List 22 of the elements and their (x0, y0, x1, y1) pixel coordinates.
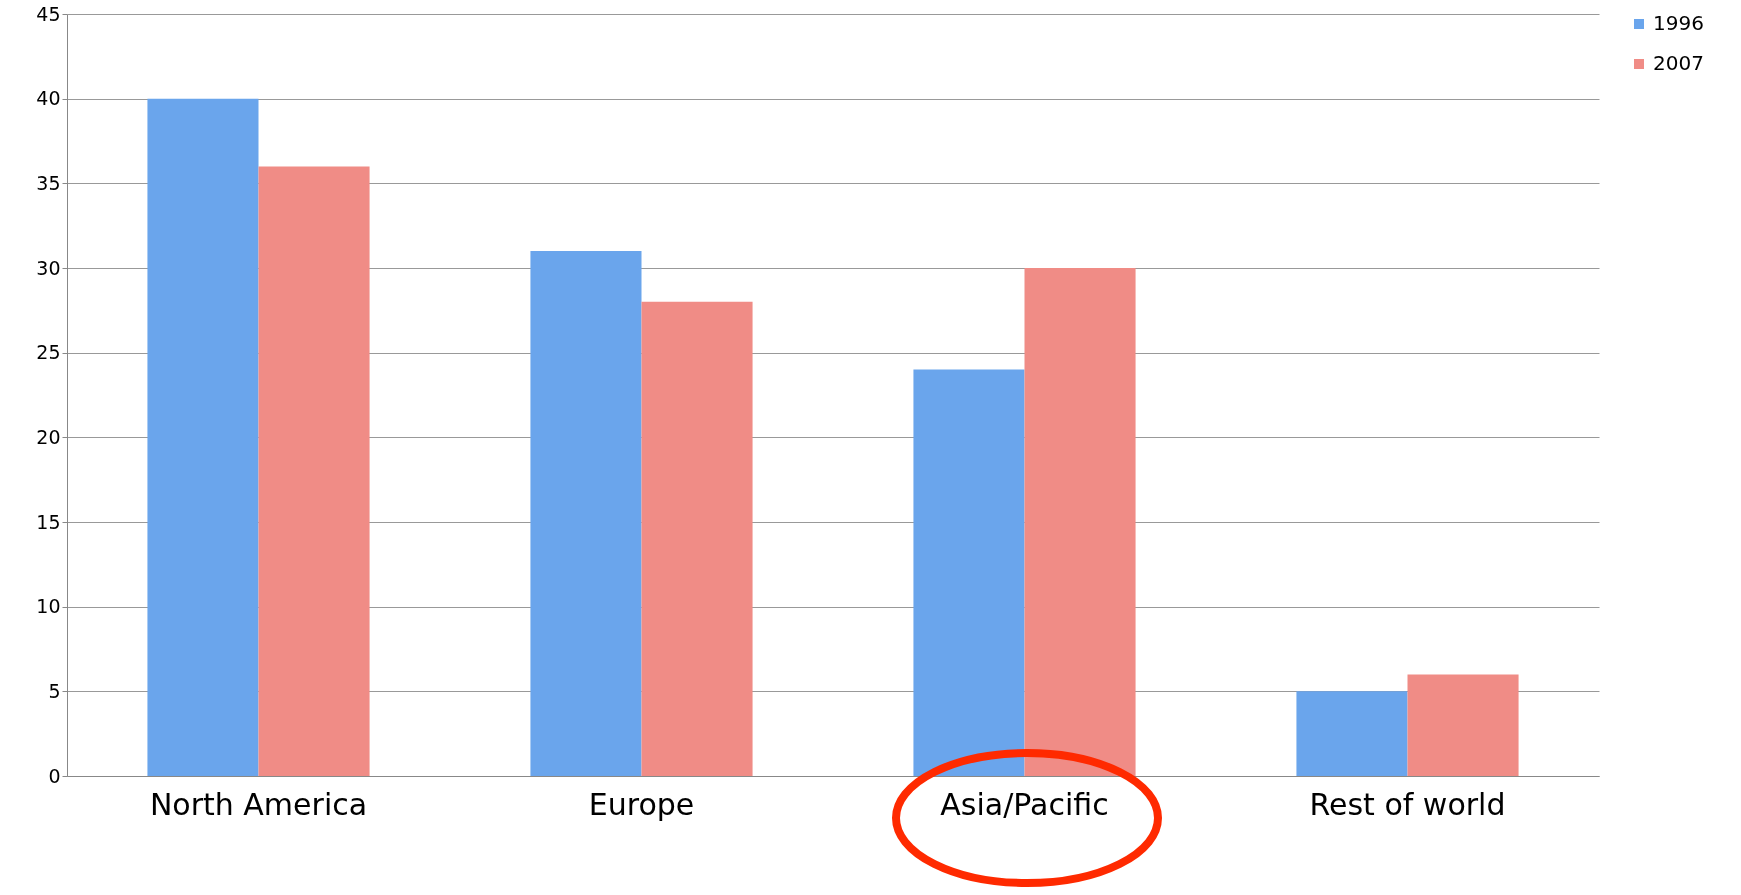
y-tick-label: 5 (48, 679, 61, 702)
y-tick-label: 45 (36, 2, 61, 25)
bar (1407, 674, 1519, 776)
bar (530, 251, 642, 776)
bar (1296, 691, 1408, 776)
legend-label: 2007 (1653, 51, 1704, 75)
x-tick-label: Rest of world (1309, 786, 1506, 822)
y-tick-label: 10 (36, 595, 61, 618)
y-tick-label: 20 (36, 425, 61, 448)
y-tick-label: 15 (36, 510, 61, 533)
y-tick-label: 35 (36, 171, 61, 194)
y-tick-label: 25 (36, 341, 61, 364)
x-tick-label: North America (149, 786, 368, 822)
x-tick-label: Asia/Pacific (940, 786, 1109, 822)
bar (147, 98, 259, 776)
y-tick-label: 40 (36, 87, 61, 110)
legend-label: 1996 (1653, 11, 1704, 35)
bar (258, 166, 370, 776)
bar (641, 301, 753, 776)
y-tick-label: 30 (36, 256, 61, 279)
x-tick-label: Europe (588, 786, 695, 822)
y-tick-label: 0 (48, 764, 61, 787)
